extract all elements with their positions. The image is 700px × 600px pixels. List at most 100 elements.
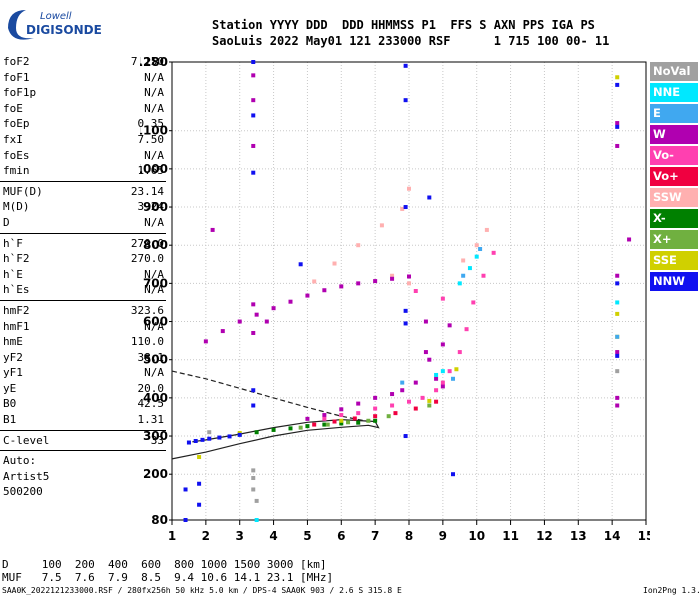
param-name: yF2 — [3, 350, 23, 364]
echo-point-nne — [467, 266, 472, 271]
y-tick-label: 400 — [143, 391, 168, 405]
param-name: B1 — [3, 413, 17, 427]
echo-point-w — [423, 350, 428, 355]
legend-item-nnw: NNW — [650, 272, 698, 291]
x-tick-label: 11 — [502, 529, 519, 543]
x-tick-label: 5 — [303, 529, 311, 543]
echo-point-x- — [356, 420, 361, 425]
echo-point-nnw — [227, 434, 232, 439]
param-name: 500200 — [3, 485, 43, 499]
echo-point-w — [237, 319, 242, 324]
echo-point-w — [615, 350, 620, 355]
scaled-parameters-panel: foF2 7.150 foF1 N/A foF1p N/A foE N/A foEp 0.35 fx… — [0, 54, 166, 500]
x-tick-label: 1 — [168, 529, 176, 543]
echo-point-noval — [207, 430, 212, 435]
legend-item-x-: X- — [650, 209, 698, 228]
profile-solid-line — [171, 418, 380, 460]
echo-point-nnw — [183, 487, 188, 492]
echo-point-vo- — [457, 350, 462, 355]
profile-dashed-line — [171, 370, 369, 423]
param-row: yF1 N/A — [0, 365, 166, 381]
echo-point-nnw — [251, 403, 256, 408]
echo-point-w — [413, 380, 418, 385]
polarization-legend: NoVal NNE E W Vo- Vo+ SSW X- X+ SSE NNW — [650, 62, 698, 293]
y-tick-label: 1280 — [140, 55, 168, 69]
y-tick-label: 1100 — [140, 124, 168, 138]
param-row: h`E N/A — [0, 267, 166, 283]
echo-point-vo- — [373, 406, 378, 411]
echo-point-nnw — [186, 440, 191, 445]
echo-point-ssw — [461, 258, 466, 263]
echo-point-vo- — [481, 273, 486, 278]
echo-point-nnw — [615, 124, 620, 129]
echo-point-x- — [366, 418, 371, 423]
echo-point-ssw — [356, 243, 361, 248]
param-row: foF1p N/A — [0, 85, 166, 101]
echo-point-w — [210, 227, 215, 232]
x-tick-label: 10 — [468, 529, 485, 543]
footer-file-info: SAA0K_2022121233000.RSF / 280fx256h 50 k… — [2, 586, 402, 595]
param-name: hmF1 — [3, 319, 30, 333]
echo-point-w — [615, 143, 620, 148]
param-row: fxI 7.50 — [0, 132, 166, 148]
param-name: h`F2 — [3, 252, 30, 266]
param-name: foEp — [3, 117, 30, 131]
footer-version: Ion2Png 1.3.17 — [643, 586, 700, 595]
param-row: D N/A — [0, 215, 166, 231]
x-tick-label: 12 — [536, 529, 553, 543]
echo-point-w — [251, 98, 256, 103]
echo-point-vo- — [413, 406, 418, 411]
param-row: yE 20.0 — [0, 381, 166, 397]
param-value: N/A — [144, 215, 164, 229]
x-tick-label: 2 — [202, 529, 210, 543]
echo-point-w — [203, 339, 208, 344]
param-row: B0 42.5 — [0, 396, 166, 412]
echo-point-w — [447, 323, 452, 328]
echo-point-w — [305, 416, 310, 421]
x-tick-label: 9 — [439, 529, 447, 543]
echo-point-e — [400, 380, 405, 385]
echo-point-vo- — [390, 403, 395, 408]
echo-point-noval — [615, 369, 620, 374]
echo-point-w — [251, 302, 256, 307]
echo-point-vo- — [440, 380, 445, 385]
param-name: h`F — [3, 236, 23, 250]
params-separator — [0, 232, 166, 234]
echo-point-e — [451, 376, 456, 381]
echo-point-vo- — [393, 411, 398, 416]
param-row: Artist5 — [0, 469, 166, 485]
param-name: C-level — [3, 433, 50, 447]
echo-point-nnw — [403, 98, 408, 103]
y-tick-label: 200 — [143, 467, 168, 481]
echo-point-w — [356, 281, 361, 286]
echo-point-x- — [346, 420, 351, 425]
param-value: 1.31 — [137, 413, 165, 427]
echo-point-nnw — [183, 518, 188, 522]
legend-item-w: W — [650, 125, 698, 144]
echo-point-nnw — [197, 481, 202, 486]
echo-point-ssw — [407, 281, 411, 286]
echo-point-w — [305, 293, 310, 298]
param-value: 270.0 — [130, 236, 164, 250]
echo-point-nnw — [200, 437, 205, 442]
echo-point-ssw — [312, 279, 317, 284]
echo-point-nnw — [403, 63, 408, 68]
echo-point-nne — [254, 518, 259, 522]
param-row: hmF2 323.6 — [0, 303, 166, 319]
echo-point-vo- — [356, 411, 361, 416]
echo-point-e — [615, 334, 620, 339]
param-name: h`E — [3, 267, 23, 281]
echo-point-vo- — [339, 413, 344, 418]
echo-point-nnw — [403, 205, 408, 210]
param-name: hmF2 — [3, 303, 30, 317]
echo-point-e — [478, 247, 483, 252]
echo-point-nne — [440, 369, 445, 374]
echo-point-nnw — [615, 82, 620, 87]
echo-point-noval — [251, 487, 256, 492]
echo-point-nnw — [427, 195, 432, 200]
echo-point-vo- — [352, 416, 357, 421]
param-row: foF2 7.150 — [0, 54, 166, 70]
param-value: N/A — [144, 319, 164, 333]
echo-point-w — [288, 299, 293, 304]
param-value: 7.150 — [130, 55, 164, 68]
